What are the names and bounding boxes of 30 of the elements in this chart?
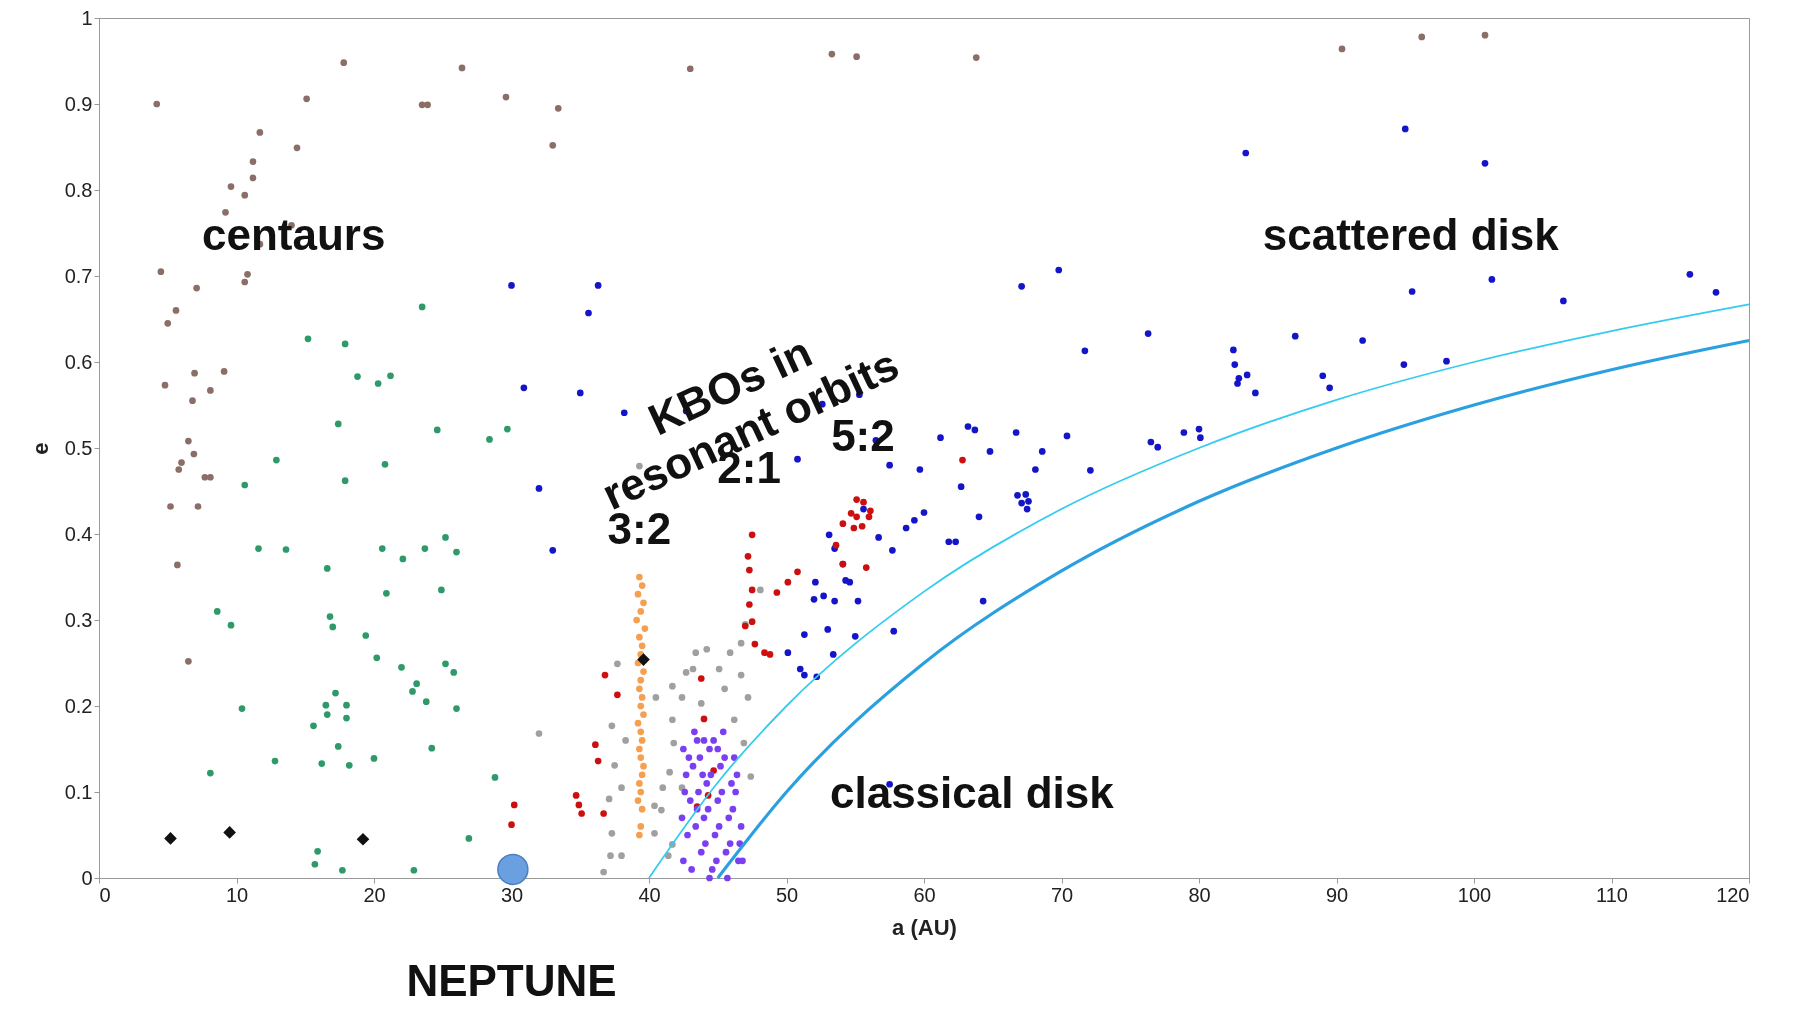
y-tick-label: 0.2 — [64, 694, 93, 717]
x-tick-label: 90 — [1325, 883, 1349, 906]
annotation: centaurs — [201, 210, 386, 260]
y-tick-label: 0.4 — [64, 522, 93, 545]
x-tick-label: 10 — [225, 883, 249, 906]
y-axis-title: e — [27, 442, 53, 455]
x-tick-label: 50 — [775, 883, 799, 906]
x-tick-label: 120 — [1716, 883, 1750, 906]
y-tick-label: 0.3 — [64, 608, 93, 631]
y-tick-label: 0.9 — [64, 92, 93, 115]
x-tick-label: 110 — [1596, 883, 1628, 906]
y-tick-label: 1 — [81, 6, 93, 29]
y-tick-label: 0.8 — [64, 178, 93, 201]
x-tick-label: 0 — [99, 883, 111, 906]
y-tick-label: 0.7 — [64, 264, 93, 287]
x-tick-label: 60 — [913, 883, 936, 906]
x-tick-label: 70 — [1050, 883, 1074, 906]
annotation: scattered disk — [1262, 210, 1560, 260]
x-tick-label: 100 — [1457, 883, 1492, 906]
text: NEPTUNE — [406, 955, 617, 1005]
y-tick-label: 0 — [81, 866, 93, 889]
x-axis-title: a (AU) — [892, 914, 957, 940]
x-tick-label: 40 — [638, 883, 661, 906]
x-tick-label: 20 — [363, 883, 386, 906]
annotation: classical disk — [829, 768, 1115, 818]
x-tick-label: 80 — [1188, 883, 1211, 906]
y-tick-label: 0.5 — [64, 436, 93, 459]
x-tick-label: 30 — [500, 883, 524, 906]
y-tick-label: 0.6 — [64, 350, 93, 373]
y-tick-label: 0.1 — [64, 780, 93, 803]
